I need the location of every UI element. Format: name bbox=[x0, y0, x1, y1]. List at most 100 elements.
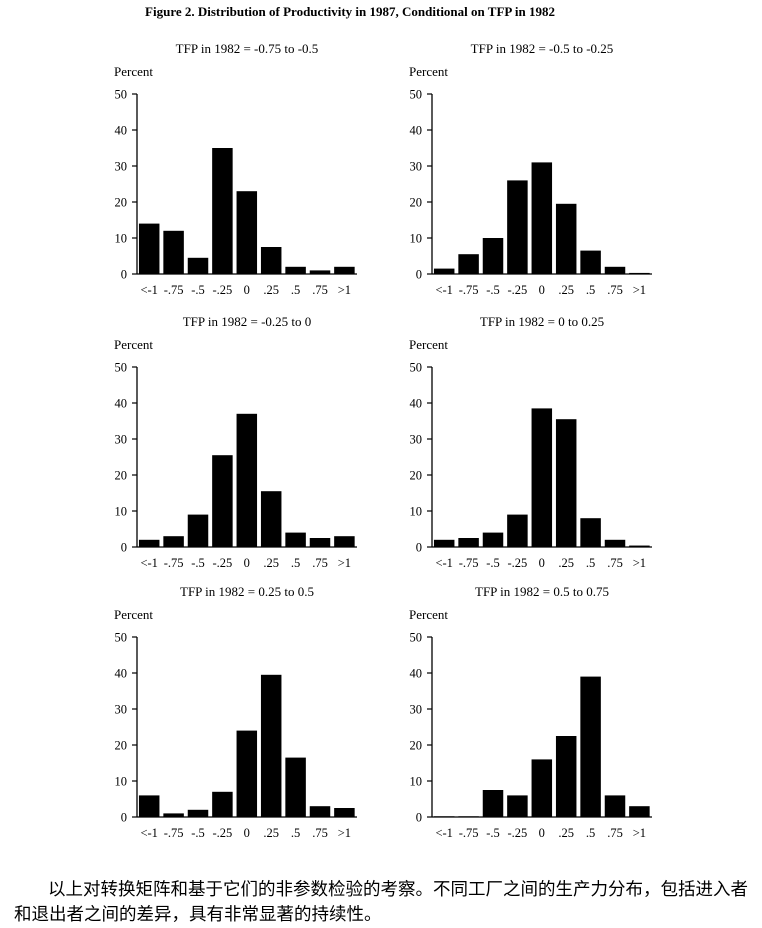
histogram-bar bbox=[580, 676, 601, 817]
caption-text: 以上对转换矩阵和基于它们的非参数检验的考察。不同工厂之间的生产力分布，包括进入者… bbox=[14, 879, 748, 925]
x-tick-label: -.5 bbox=[191, 283, 205, 297]
y-tick-label: 50 bbox=[410, 631, 423, 645]
histogram-bar bbox=[482, 532, 504, 547]
histogram-bar bbox=[236, 191, 258, 274]
x-tick-label: 0 bbox=[539, 283, 545, 297]
y-tick-label: 40 bbox=[410, 397, 423, 411]
x-tick-label: .75 bbox=[607, 283, 623, 297]
x-tick-label: .5 bbox=[586, 556, 595, 570]
histogram-bar bbox=[629, 272, 650, 274]
histogram-bar bbox=[163, 813, 184, 817]
histogram-bar bbox=[236, 730, 258, 817]
x-tick-label: 0 bbox=[244, 283, 250, 297]
y-tick-label: 30 bbox=[410, 160, 423, 174]
histogram-bar bbox=[309, 538, 331, 547]
histogram-bar bbox=[482, 238, 504, 274]
histogram-bar bbox=[629, 806, 650, 817]
x-tick-label: .75 bbox=[312, 556, 328, 570]
x-tick-label: -.25 bbox=[508, 556, 528, 570]
histogram-bar bbox=[212, 148, 233, 274]
chart-panel-4: TFP in 1982 = 0 to 0.25 Percent 0 10 20 30 40 5… bbox=[409, 314, 652, 570]
y-tick-label: 10 bbox=[410, 775, 423, 789]
y-tick-label: 10 bbox=[115, 505, 128, 519]
histogram-bar bbox=[285, 757, 306, 817]
x-tick-label: -.25 bbox=[213, 556, 233, 570]
histogram-bar bbox=[212, 455, 233, 547]
y-tick-label: 50 bbox=[410, 88, 423, 102]
x-tick-label: >1 bbox=[633, 283, 646, 297]
x-tick-label: >1 bbox=[338, 283, 351, 297]
histogram-bar bbox=[555, 419, 577, 547]
panel-title: TFP in 1982 = -0.75 to -0.5 bbox=[176, 41, 319, 56]
y-tick-label: 20 bbox=[115, 196, 128, 210]
histogram-bar bbox=[604, 539, 626, 547]
panel-title: TFP in 1982 = 0.5 to 0.75 bbox=[475, 584, 609, 599]
figure-title: Figure 2. Distribution of Productivity i… bbox=[145, 4, 555, 19]
histogram-bar bbox=[260, 491, 282, 547]
y-tick-label: 40 bbox=[115, 667, 128, 681]
histogram-bar bbox=[458, 816, 479, 818]
y-axis-label: Percent bbox=[409, 607, 448, 622]
x-tick-label: -.5 bbox=[486, 556, 500, 570]
y-axis-label: Percent bbox=[114, 337, 153, 352]
x-tick-label: <-1 bbox=[435, 556, 452, 570]
y-axis-label: Percent bbox=[114, 64, 153, 79]
y-tick-label: 30 bbox=[115, 703, 128, 717]
histogram-bar bbox=[629, 545, 650, 547]
histogram-bar bbox=[138, 539, 160, 547]
y-axis-label: Percent bbox=[409, 337, 448, 352]
x-tick-label: >1 bbox=[633, 826, 646, 840]
y-tick-label: 30 bbox=[410, 433, 423, 447]
histogram-bar bbox=[236, 413, 258, 547]
y-tick-label: 40 bbox=[115, 397, 128, 411]
x-tick-label: .5 bbox=[586, 283, 595, 297]
x-tick-label: .25 bbox=[263, 556, 279, 570]
y-tick-label: 0 bbox=[416, 541, 422, 555]
histogram-bar bbox=[138, 223, 160, 274]
y-tick-label: 50 bbox=[115, 361, 128, 375]
x-tick-label: .25 bbox=[263, 826, 279, 840]
x-tick-label: >1 bbox=[338, 556, 351, 570]
histogram-bar bbox=[334, 266, 355, 274]
y-tick-label: 20 bbox=[410, 739, 423, 753]
histogram-bar bbox=[507, 514, 528, 547]
y-tick-label: 30 bbox=[115, 160, 128, 174]
x-tick-label: <-1 bbox=[140, 556, 157, 570]
x-tick-label: -.75 bbox=[164, 556, 184, 570]
panel-title: TFP in 1982 = -0.25 to 0 bbox=[183, 314, 312, 329]
histogram-bar bbox=[285, 532, 306, 547]
histogram-bar bbox=[458, 254, 479, 274]
histogram-bar bbox=[433, 816, 455, 818]
y-tick-label: 10 bbox=[410, 505, 423, 519]
y-tick-label: 0 bbox=[121, 541, 127, 555]
y-axis-label: Percent bbox=[409, 64, 448, 79]
x-tick-label: >1 bbox=[338, 826, 351, 840]
x-tick-label: -.25 bbox=[508, 826, 528, 840]
histogram-bar bbox=[433, 268, 455, 274]
x-tick-label: -.25 bbox=[213, 283, 233, 297]
x-tick-label: 0 bbox=[244, 556, 250, 570]
histogram-bar bbox=[212, 791, 233, 817]
x-tick-label: .75 bbox=[607, 826, 623, 840]
y-tick-label: 0 bbox=[416, 811, 422, 825]
x-tick-label: -.5 bbox=[191, 826, 205, 840]
x-tick-label: .75 bbox=[607, 556, 623, 570]
histogram-bar bbox=[531, 408, 553, 547]
histogram-bar bbox=[187, 514, 209, 547]
x-tick-label: <-1 bbox=[435, 826, 452, 840]
y-tick-label: 20 bbox=[115, 739, 128, 753]
histogram-bar bbox=[163, 230, 184, 274]
x-tick-label: .25 bbox=[558, 283, 574, 297]
histogram-bar bbox=[580, 518, 601, 547]
chart-panel-5: TFP in 1982 = 0.25 to 0.5 Percent 0 10 20 30 4… bbox=[114, 584, 357, 840]
histogram-bar bbox=[309, 806, 331, 817]
histogram-bar bbox=[507, 795, 528, 817]
x-tick-label: .5 bbox=[291, 826, 300, 840]
histogram-bar bbox=[163, 536, 184, 547]
x-tick-label: <-1 bbox=[140, 283, 157, 297]
y-tick-label: 20 bbox=[410, 196, 423, 210]
y-tick-label: 20 bbox=[115, 469, 128, 483]
histogram-bar bbox=[555, 736, 577, 817]
x-tick-label: -.5 bbox=[191, 556, 205, 570]
